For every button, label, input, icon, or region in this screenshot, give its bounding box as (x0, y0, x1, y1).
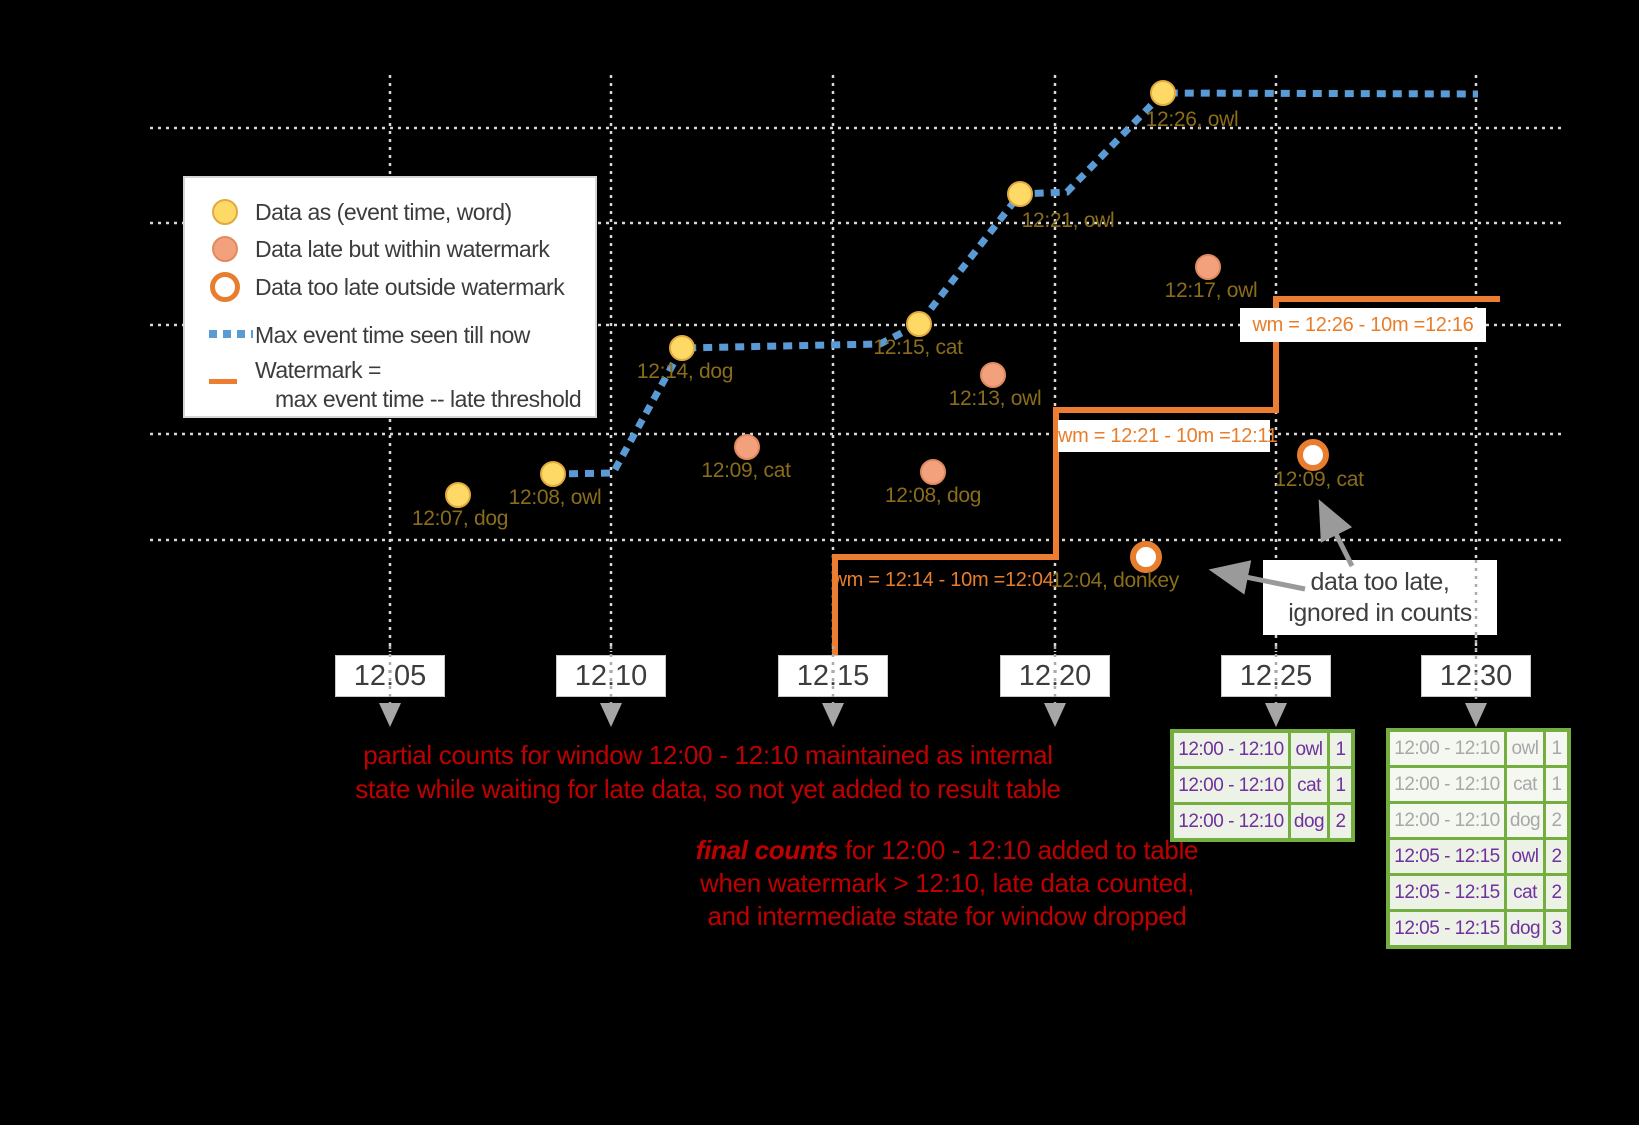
window-cell: 12:05 - 12:15 (1390, 876, 1504, 909)
callout-line: ignored in counts (1288, 599, 1472, 627)
legend-item-label: Watermark = (255, 357, 381, 383)
too-late-ring-icon (210, 272, 240, 302)
note-line: and intermediate state for window droppe… (707, 901, 1187, 931)
data-point-label: 12:09, cat (701, 459, 791, 482)
axis-tick-12-25: 12:25 (1221, 655, 1331, 697)
callout-arrow-icons (1208, 499, 1355, 595)
word-cell: dog (1507, 804, 1543, 837)
late-dot-icon (920, 459, 946, 485)
table-row: 12:00 - 12:10 cat 1 (1174, 769, 1351, 802)
data-point-label: 12:26, owl (1145, 108, 1239, 131)
too-late-ring-icon (1130, 541, 1162, 573)
late-dot-icon (1195, 254, 1221, 280)
on-time-dot-icon (1007, 181, 1033, 207)
table-row: 12:00 - 12:10 owl 1 (1174, 733, 1351, 766)
late-dot-icon (212, 236, 238, 262)
count-cell: 1 (1546, 768, 1567, 801)
data-point-label: 12:15, cat (873, 336, 963, 359)
legend-item-label: Max event time seen till now (255, 322, 530, 348)
on-time-dot-icon (445, 482, 471, 508)
note-line: partial counts for window 12:00 - 12:10 … (363, 740, 1053, 770)
late-dot-icon (980, 362, 1006, 388)
data-point-label: 12:17, owl (1164, 279, 1258, 302)
table-row: 12:05 - 12:15 cat 2 (1390, 876, 1567, 909)
note-line: final counts for 12:00 - 12:10 added to … (547, 834, 1347, 867)
watermark-line (832, 296, 1500, 655)
word-cell: owl (1507, 732, 1543, 765)
final-counts-note: final counts for 12:00 - 12:10 added to … (547, 834, 1347, 933)
count-cell: 2 (1546, 840, 1567, 873)
too-late-ring-icon (1297, 439, 1329, 471)
legend-item-label: Data too late outside watermark (255, 274, 565, 300)
window-cell: 12:00 - 12:10 (1174, 733, 1288, 766)
word-cell: dog (1507, 912, 1543, 945)
note-line-rest: for 12:00 - 12:10 added to table (838, 835, 1199, 865)
axis-arrow-shafts (388, 560, 1478, 710)
watermark-label: wm = 12:21 - 10m =12:11 (1058, 420, 1278, 452)
word-cell: dog (1291, 805, 1327, 838)
window-cell: 12:05 - 12:15 (1390, 912, 1504, 945)
table-row: 12:00 - 12:10 dog 2 (1390, 804, 1567, 837)
word-cell: owl (1507, 840, 1543, 873)
data-point-label: 12:08, dog (884, 484, 982, 507)
data-point-label: 12:21, owl (1021, 209, 1115, 232)
count-cell: 2 (1330, 805, 1351, 838)
note-emphasis: final counts (695, 835, 839, 865)
legend-item-label-cont: max event time -- late threshold (275, 386, 582, 412)
table-row: 12:05 - 12:15 dog 3 (1390, 912, 1567, 945)
legend-item-label: Data as (event time, word) (255, 199, 512, 225)
window-cell: 12:05 - 12:15 (1390, 840, 1504, 873)
window-cell: 12:00 - 12:10 (1174, 805, 1288, 838)
on-time-dot-icon (212, 199, 238, 225)
note-line: state while waiting for late data, so no… (355, 774, 1061, 804)
count-cell: 1 (1330, 733, 1351, 766)
table-row: 12:00 - 12:10 cat 1 (1390, 768, 1567, 801)
count-cell: 2 (1546, 804, 1567, 837)
data-point-label: 12:04, donkey (1050, 569, 1180, 592)
callout-line: data too late, (1310, 568, 1450, 596)
window-cell: 12:00 - 12:10 (1390, 768, 1504, 801)
data-point-label: 12:09, cat (1274, 468, 1364, 491)
max-event-time-line-icon (209, 330, 253, 338)
data-point-label: 12:07, dog (411, 507, 509, 530)
data-point-label: 12:13, owl (948, 387, 1042, 410)
window-cell: 12:00 - 12:10 (1174, 769, 1288, 802)
data-point-label: 12:14, dog (636, 360, 734, 383)
result-table-12-30: 12:00 - 12:10 owl 1 12:00 - 12:10 cat 1 … (1386, 728, 1571, 949)
legend: Data as (event time, word) Data late but… (183, 176, 597, 418)
count-cell: 1 (1330, 769, 1351, 802)
word-cell: cat (1507, 876, 1543, 909)
note-line: when watermark > 12:10, late data counte… (700, 868, 1194, 898)
watermark-label: wm = 12:26 - 10m =12:16 (1240, 308, 1486, 342)
count-cell: 3 (1546, 912, 1567, 945)
axis-down-arrow-icons (379, 703, 1487, 727)
word-cell: cat (1291, 769, 1327, 802)
window-cell: 12:00 - 12:10 (1390, 732, 1504, 765)
count-cell: 1 (1546, 732, 1567, 765)
legend-item-label: Data late but within watermark (255, 236, 550, 262)
too-late-callout: data too late, ignored in counts (1263, 560, 1497, 635)
data-point-label: 12:08, owl (508, 486, 602, 509)
partial-counts-note: partial counts for window 12:00 - 12:10 … (308, 738, 1108, 806)
late-dot-icon (734, 434, 760, 460)
on-time-dot-icon (906, 311, 932, 337)
count-cell: 2 (1546, 876, 1567, 909)
watermark-line-icon (209, 379, 237, 384)
on-time-dot-icon (540, 461, 566, 487)
word-cell: cat (1507, 768, 1543, 801)
result-table-12-25: 12:00 - 12:10 owl 1 12:00 - 12:10 cat 1 … (1170, 729, 1355, 842)
table-row: 12:00 - 12:10 dog 2 (1174, 805, 1351, 838)
on-time-dot-icon (669, 335, 695, 361)
table-row: 12:00 - 12:10 owl 1 (1390, 732, 1567, 765)
window-cell: 12:00 - 12:10 (1390, 804, 1504, 837)
on-time-dot-icon (1150, 80, 1176, 106)
table-row: 12:05 - 12:15 owl 2 (1390, 840, 1567, 873)
watermark-label: wm = 12:14 - 10m =12:04 (832, 569, 1054, 591)
word-cell: owl (1291, 733, 1327, 766)
